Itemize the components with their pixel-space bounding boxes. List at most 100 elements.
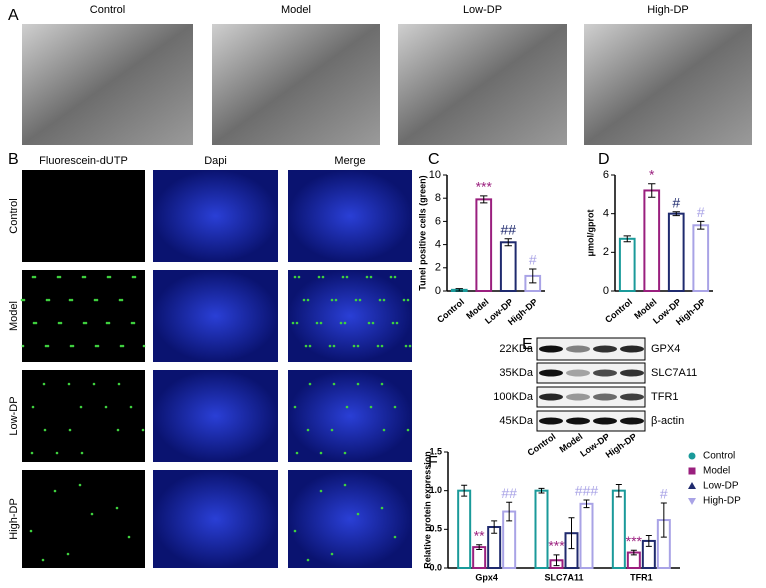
legend-marker <box>688 482 696 489</box>
legend-label: Control <box>703 451 735 462</box>
green-signal <box>70 298 74 302</box>
error-bar <box>491 520 498 534</box>
green-signal <box>306 558 310 562</box>
significance: # <box>660 486 668 502</box>
green-signal <box>308 344 312 348</box>
green-signal <box>81 275 85 279</box>
green-signal <box>32 321 36 325</box>
error-bar <box>529 268 537 284</box>
bar <box>475 198 493 292</box>
green-signal <box>341 275 345 279</box>
green-signal <box>21 344 25 348</box>
error-bar <box>538 487 545 494</box>
error-bar <box>645 535 652 547</box>
green-signal <box>345 275 349 279</box>
green-signal <box>55 451 59 455</box>
green-signal <box>376 344 380 348</box>
green-signal <box>365 275 369 279</box>
error-bar <box>660 502 667 538</box>
green-signal <box>302 298 306 302</box>
significance: *** <box>476 179 493 195</box>
green-signal <box>308 382 312 386</box>
error-bar <box>476 544 483 550</box>
error-bar <box>623 235 631 243</box>
green-signal <box>389 275 393 279</box>
green-signal <box>404 344 408 348</box>
error-bar <box>504 238 512 247</box>
green-signal <box>408 344 412 348</box>
green-signal <box>22 298 26 302</box>
green-signal <box>393 405 397 409</box>
green-signal <box>317 275 321 279</box>
protein-label: SLC7A11 <box>651 367 697 379</box>
green-signal <box>46 344 50 348</box>
tem-image <box>22 24 193 145</box>
fluorescence-image <box>153 170 278 262</box>
green-signal <box>121 344 125 348</box>
green-signal <box>133 275 137 279</box>
legend-label: Model <box>703 466 730 477</box>
green-signal <box>393 535 397 539</box>
significance: # <box>697 204 705 220</box>
green-signal <box>82 321 86 325</box>
green-signal <box>44 344 48 348</box>
bar <box>579 502 594 569</box>
green-signal <box>304 344 308 348</box>
protein-label: TFR1 <box>651 391 679 403</box>
panel-label: A <box>8 7 19 24</box>
green-signal <box>382 298 386 302</box>
column-title: Model <box>281 4 311 16</box>
green-signal <box>66 552 70 556</box>
tem-image <box>398 24 567 145</box>
green-signal <box>319 451 323 455</box>
x-tick-label: Gpx4 <box>475 572 498 582</box>
green-signal <box>33 275 37 279</box>
y-tick-label: 6 <box>435 215 441 227</box>
green-signal <box>343 321 347 325</box>
green-signal <box>395 321 399 325</box>
bar <box>499 241 517 292</box>
green-signal <box>56 275 60 279</box>
green-signal <box>142 344 146 348</box>
x-tick-label: SLC7A11 <box>544 572 583 582</box>
green-signal <box>57 321 61 325</box>
fluorescence-image <box>153 370 278 462</box>
lane-label: Control <box>526 431 558 458</box>
bar <box>472 546 487 569</box>
green-signal <box>334 298 338 302</box>
bar <box>618 237 636 293</box>
green-signal <box>129 405 133 409</box>
green-signal <box>306 298 310 302</box>
row-label: High-DP <box>8 498 20 540</box>
green-signal <box>130 321 134 325</box>
green-signal <box>132 321 136 325</box>
y-tick-label: 10 <box>429 169 441 181</box>
green-signal <box>297 275 301 279</box>
panel-label: E <box>522 336 533 353</box>
green-signal <box>107 321 111 325</box>
green-signal <box>358 298 362 302</box>
green-signal <box>380 382 384 386</box>
fluorescence-image <box>153 470 278 568</box>
error-bar <box>506 501 513 522</box>
protein-label: β-actin <box>651 415 684 427</box>
green-signal <box>30 451 34 455</box>
green-signal <box>119 344 123 348</box>
green-signal <box>141 428 145 432</box>
error-bar <box>583 499 590 509</box>
legend-marker <box>688 467 696 475</box>
green-signal <box>42 382 46 386</box>
significance: *** <box>626 533 643 549</box>
blot-band <box>539 417 563 425</box>
blot-frame <box>536 362 646 384</box>
panel-label: F <box>428 454 438 471</box>
blot-band <box>620 345 644 353</box>
green-signal <box>34 321 38 325</box>
green-signal <box>306 428 310 432</box>
error-bar <box>455 288 463 292</box>
green-signal <box>84 321 88 325</box>
green-signal <box>295 321 299 325</box>
green-signal <box>127 535 131 539</box>
blot-band <box>566 345 590 353</box>
green-signal <box>115 506 119 510</box>
